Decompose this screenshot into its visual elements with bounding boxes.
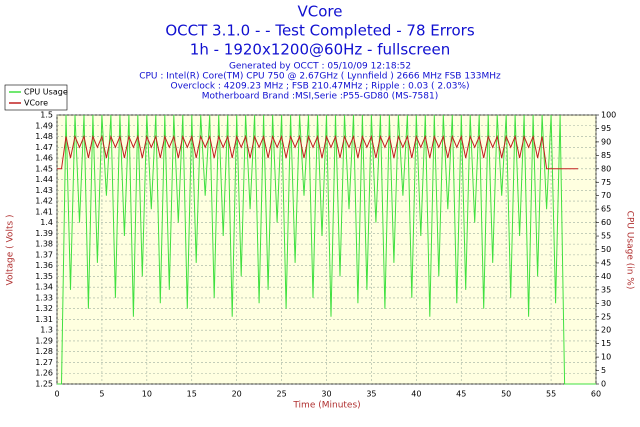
y-tick-label: 1.32 (35, 304, 53, 313)
y-tick-label: 1.4 (40, 218, 53, 227)
y2-tick-label: 70 (601, 191, 611, 200)
y2-tick-label: 75 (601, 178, 611, 187)
chart-title: 1h - 1920x1200@60Hz - fullscreen (190, 41, 450, 59)
x-tick-label: 55 (546, 390, 556, 399)
y-tick-label: 1.46 (35, 154, 53, 163)
x-tick-label: 45 (456, 390, 466, 399)
y-tick-label: 1.28 (35, 347, 53, 356)
y2-tick-label: 90 (601, 137, 611, 146)
y2-tick-label: 25 (601, 312, 611, 321)
y-tick-label: 1.26 (35, 369, 53, 378)
y-tick-label: 1.29 (35, 336, 53, 345)
y-tick-label: 1.45 (35, 164, 53, 173)
x-tick-label: 60 (591, 390, 601, 399)
y2-tick-label: 40 (601, 272, 611, 281)
y-tick-label: 1.27 (35, 358, 53, 367)
series-line (57, 114, 596, 385)
y2-tick-label: 85 (601, 151, 611, 160)
y2-tick-label: 65 (601, 205, 611, 214)
x-tick-label: 35 (366, 390, 376, 399)
x-tick-label: 30 (321, 390, 331, 399)
y-tick-label: 1.31 (35, 315, 53, 324)
x-tick-label: 15 (187, 390, 197, 399)
x-tick-label: 20 (232, 390, 242, 399)
y2-tick-label: 80 (601, 164, 611, 173)
y-tick-label: 1.43 (35, 186, 53, 195)
x-tick-label: 10 (142, 390, 152, 399)
y-tick-label: 1.25 (35, 380, 53, 389)
y-tick-label: 1.44 (35, 175, 53, 184)
legend-label: CPU Usage (24, 88, 68, 97)
subtitle: CPU : Intel(R) Core(TM) CPU 750 @ 2.67GH… (139, 72, 501, 82)
y2-tick-label: 15 (601, 339, 611, 348)
y-tick-label: 1.41 (35, 207, 53, 216)
y-axis-label: Voltage ( Volts ) (6, 214, 16, 285)
y2-tick-label: 0 (601, 380, 606, 389)
x-tick-label: 50 (501, 390, 511, 399)
y-tick-label: 1.37 (35, 250, 53, 259)
y-tick-label: 1.39 (35, 229, 53, 238)
y2-axis-label: CPU Usage (in %) (625, 211, 635, 290)
chart-title: OCCT 3.1.0 - - Test Completed - 78 Error… (165, 22, 474, 40)
y-tick-label: 1.48 (35, 132, 53, 141)
legend-label: VCore (24, 99, 48, 108)
subtitle: Motherboard Brand :MSI,Serie :P55-GD80 (… (202, 92, 439, 102)
x-tick-label: 40 (411, 390, 421, 399)
x-axis-label: Time (Minutes) (292, 401, 360, 411)
y2-tick-label: 60 (601, 218, 611, 227)
subtitle: Generated by OCCT : 05/10/09 12:18:52 (229, 62, 411, 72)
y-tick-label: 1.33 (35, 293, 53, 302)
y2-tick-label: 5 (601, 366, 606, 375)
x-tick-label: 0 (54, 390, 59, 399)
series-line (57, 134, 578, 170)
y2-tick-label: 45 (601, 258, 611, 267)
y-tick-label: 1.49 (35, 121, 53, 130)
chart-title: VCore (298, 3, 343, 21)
y-tick-label: 1.36 (35, 261, 53, 270)
y2-tick-label: 100 (601, 111, 616, 120)
y-tick-label: 1.3 (40, 326, 53, 335)
y2-tick-label: 35 (601, 285, 611, 294)
y2-tick-label: 95 (601, 124, 611, 133)
y2-tick-label: 50 (601, 245, 611, 254)
subtitle: Overclock : 4209.23 MHz ; FSB 210.47MHz … (170, 82, 469, 92)
y2-tick-label: 20 (601, 326, 611, 335)
y-tick-label: 1.34 (35, 283, 53, 292)
x-tick-label: 25 (276, 390, 286, 399)
y-tick-label: 1.38 (35, 240, 53, 249)
y-tick-label: 1.42 (35, 197, 53, 206)
y-tick-label: 1.5 (40, 111, 53, 120)
y-tick-label: 1.47 (35, 143, 53, 152)
x-tick-label: 5 (99, 390, 104, 399)
y2-tick-label: 10 (601, 353, 611, 362)
y2-tick-label: 30 (601, 299, 611, 308)
y2-tick-label: 55 (601, 232, 611, 241)
legend (4, 84, 68, 111)
y-tick-label: 1.35 (35, 272, 53, 281)
